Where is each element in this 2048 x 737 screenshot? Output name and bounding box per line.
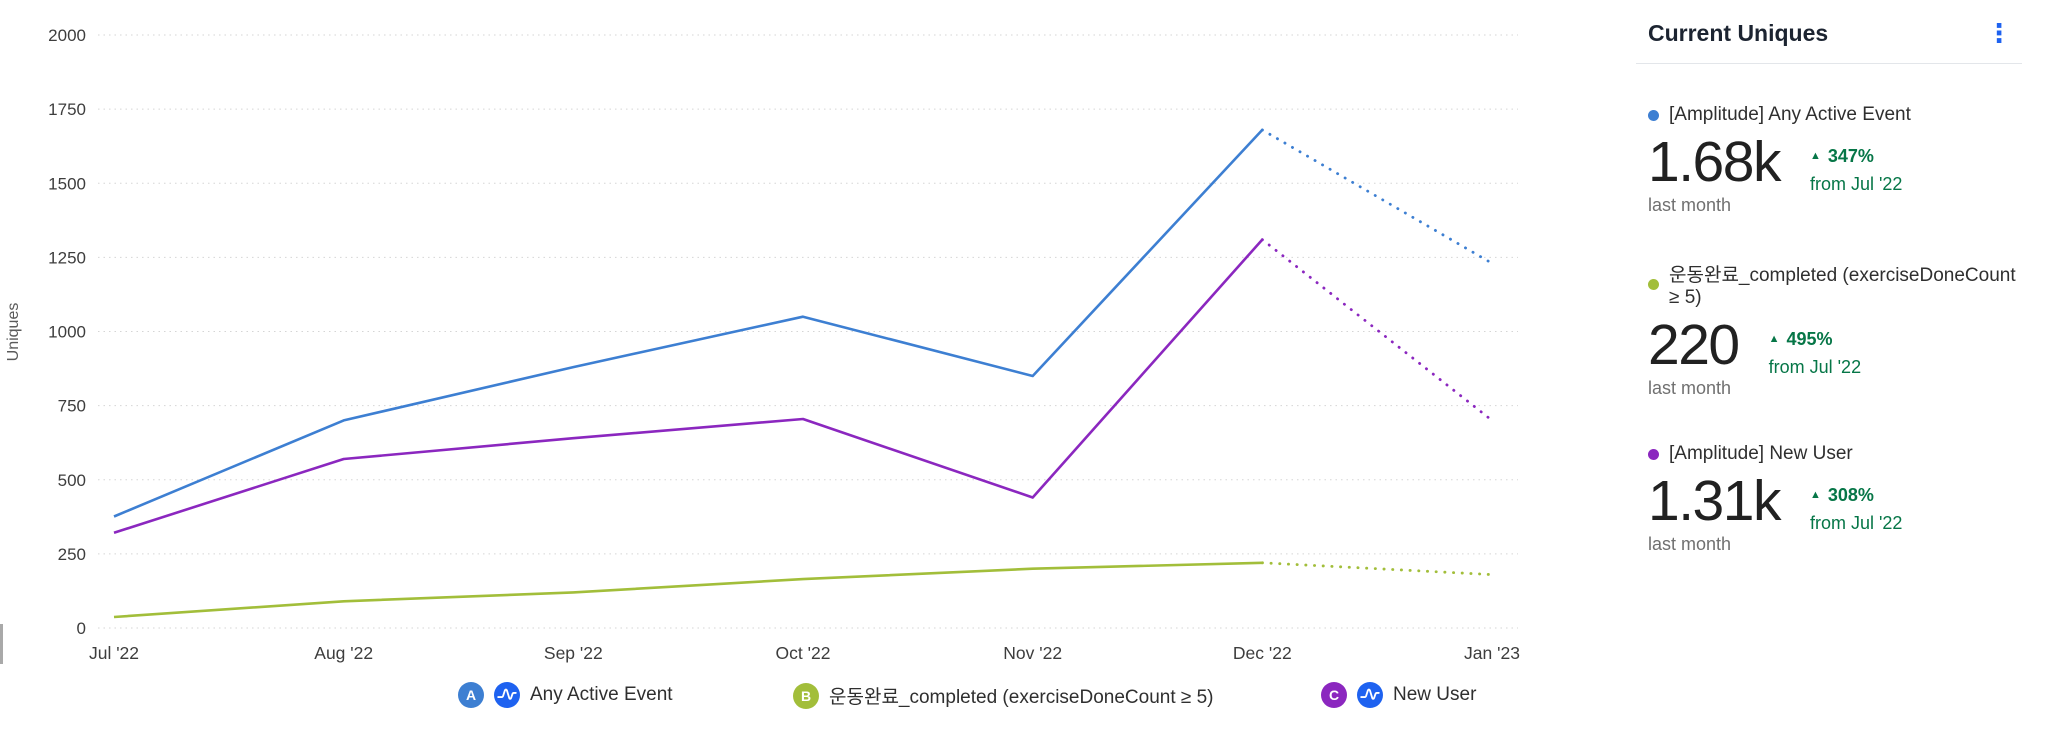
x-tick-label: Dec '22 bbox=[1233, 643, 1292, 663]
series-line-projection[interactable] bbox=[1260, 561, 1494, 576]
x-tick-label: Oct '22 bbox=[776, 643, 831, 663]
metric-change: ▲ 308% from Jul '22 bbox=[1810, 473, 1902, 534]
metric-change: ▲ 495% from Jul '22 bbox=[1769, 317, 1861, 378]
metric-label: 운동완료_completed (exerciseDoneCount ≥ 5) bbox=[1669, 265, 2016, 308]
y-tick-label: 1250 bbox=[48, 248, 86, 267]
uniques-line-chart: 0 250 500 750 1000 1250 1500 1750 2000 Jul '22 Aug… bbox=[5, 26, 1520, 663]
metric-body: 1.68k last month ▲ 347% from Jul '22 bbox=[1648, 134, 2022, 216]
metric-value: 220 bbox=[1648, 313, 1740, 377]
left-edge-scroll-tick bbox=[0, 624, 3, 664]
change-percent: 347% bbox=[1827, 146, 1874, 166]
legend-label: 운동완료_completed (exerciseDoneCount ≥ 5) bbox=[829, 687, 1214, 708]
current-uniques-panel: Current Uniques ⋮ [Amplitude] Any Active… bbox=[1630, 0, 2048, 737]
y-tick-label: 2000 bbox=[48, 26, 86, 45]
metric-any-active-event: [Amplitude] Any Active Event 1.68k last … bbox=[1648, 104, 2022, 216]
amplitude-logo-icon bbox=[1357, 682, 1383, 708]
chart-section: 0 250 500 750 1000 1250 1500 1750 2000 Jul '22 Aug… bbox=[0, 26, 1580, 712]
y-tick-label: 0 bbox=[77, 619, 86, 638]
legend-label: New User bbox=[1393, 684, 1477, 705]
y-tick-label: 1500 bbox=[48, 174, 86, 193]
metric-label-row: [Amplitude] New User bbox=[1648, 443, 2022, 465]
legend-letter-badge: C bbox=[1321, 682, 1347, 708]
legend-item-c[interactable]: C New User bbox=[1321, 682, 1476, 708]
metric-value: 1.31k bbox=[1648, 469, 1781, 533]
metric-value: 1.68k bbox=[1648, 130, 1781, 194]
series-line[interactable] bbox=[113, 238, 1264, 535]
metric-label: [Amplitude] Any Active Event bbox=[1669, 104, 1911, 125]
metric-label-row: [Amplitude] Any Active Event bbox=[1648, 104, 2022, 126]
trend-up-icon: ▲ bbox=[1809, 150, 1821, 162]
metric-exercise-completed: 운동완료_completed (exerciseDoneCount ≥ 5) 2… bbox=[1648, 260, 2022, 399]
series-color-dot bbox=[1648, 279, 1659, 290]
y-axis-title: Uniques bbox=[5, 303, 22, 362]
metric-body: 220 last month ▲ 495% from Jul '22 bbox=[1648, 317, 2022, 399]
amplitude-logo-icon bbox=[494, 682, 520, 708]
metric-label: [Amplitude] New User bbox=[1669, 443, 1853, 464]
metric-body: 1.31k last month ▲ 308% from Jul '22 bbox=[1648, 473, 2022, 555]
y-tick-label: 500 bbox=[58, 471, 86, 490]
legend-letter-badge: A bbox=[458, 682, 484, 708]
metric-period: last month bbox=[1648, 195, 1732, 215]
change-from: from Jul '22 bbox=[1809, 174, 1903, 194]
x-tick-label: Jul '22 bbox=[89, 643, 139, 663]
series-color-dot bbox=[1648, 448, 1659, 460]
change-percent: 308% bbox=[1827, 485, 1874, 505]
trend-up-icon: ▲ bbox=[1809, 489, 1821, 501]
y-tick-label: 1000 bbox=[48, 323, 86, 342]
x-tick-label: Aug '22 bbox=[314, 643, 373, 663]
x-tick-label: Jan '23 bbox=[1464, 643, 1520, 663]
y-tick-label: 750 bbox=[58, 397, 86, 416]
kebab-menu-icon[interactable]: ⋮ bbox=[1986, 17, 2012, 48]
change-from: from Jul '22 bbox=[1809, 513, 1903, 533]
series-color-dot bbox=[1648, 109, 1659, 121]
change-from: from Jul '22 bbox=[1768, 357, 1862, 377]
legend-label: Any Active Event bbox=[530, 684, 673, 705]
metric-change: ▲ 347% from Jul '22 bbox=[1810, 134, 1902, 195]
change-percent: 495% bbox=[1786, 329, 1833, 349]
panel-header: Current Uniques ⋮ bbox=[1636, 20, 2022, 63]
y-tick-label: 1750 bbox=[48, 100, 86, 119]
x-tick-label: Nov '22 bbox=[1003, 643, 1062, 663]
series-line-projection[interactable] bbox=[1260, 238, 1494, 422]
y-tick-label: 250 bbox=[58, 545, 86, 564]
chart-legend: A Any Active Event B 운동완료_completed (exerci… bbox=[0, 682, 1580, 712]
panel-divider bbox=[1636, 63, 2022, 64]
legend-letter-badge: B bbox=[793, 682, 819, 709]
metric-new-user: [Amplitude] New User 1.31k last month ▲ … bbox=[1648, 443, 2022, 555]
legend-item-b[interactable]: B 운동완료_completed (exerciseDoneCount ≥ 5) bbox=[793, 682, 1214, 709]
metrics-list: [Amplitude] Any Active Event 1.68k last … bbox=[1636, 64, 2022, 555]
panel-title: Current Uniques bbox=[1648, 20, 1829, 46]
metric-period: last month bbox=[1648, 378, 1732, 398]
series-line-projection[interactable] bbox=[1260, 128, 1494, 265]
series-line[interactable] bbox=[113, 561, 1263, 619]
x-tick-label: Sep '22 bbox=[544, 643, 603, 663]
trend-up-icon: ▲ bbox=[1768, 333, 1780, 345]
metric-label-row: 운동완료_completed (exerciseDoneCount ≥ 5) bbox=[1648, 260, 2022, 309]
legend-item-a[interactable]: A Any Active Event bbox=[458, 682, 673, 708]
metric-period: last month bbox=[1648, 534, 1732, 554]
series-line[interactable] bbox=[113, 129, 1264, 518]
